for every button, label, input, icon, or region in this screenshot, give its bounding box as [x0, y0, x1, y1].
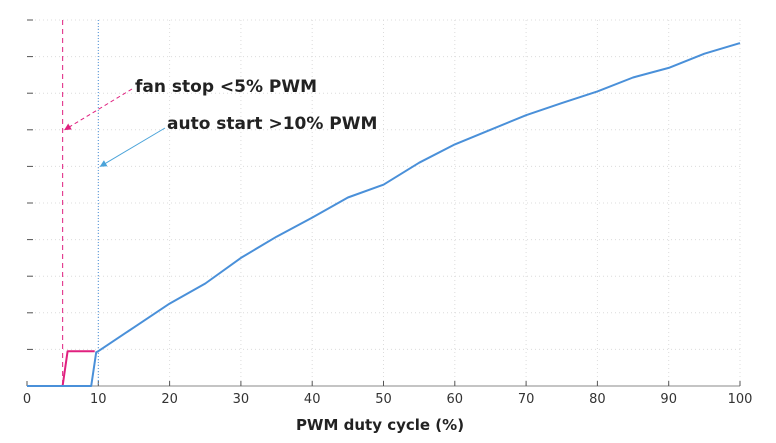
x-tick-label: 90 — [660, 392, 677, 407]
x-tick-label: 100 — [728, 392, 753, 407]
y-ticks — [27, 19, 33, 387]
auto-start-arrow — [99, 127, 166, 167]
axes: 0 10 20 30 40 50 60 70 80 90 100 — [23, 19, 753, 407]
grid — [27, 19, 741, 386]
x-tick-label: 50 — [375, 392, 392, 407]
x-ticks: 0 10 20 30 40 50 60 70 80 90 100 — [23, 381, 753, 407]
x-tick-label: 30 — [233, 392, 250, 407]
reference-lines — [62, 20, 99, 386]
fan-stop-arrow — [64, 88, 133, 131]
x-tick-label: 80 — [589, 392, 606, 407]
auto-start-annotation: auto start >10% PWM — [167, 114, 377, 134]
annotations: fan stop <5% PWM auto start >10% PWM — [64, 77, 377, 167]
x-tick-label: 20 — [161, 392, 178, 407]
series-line-1 — [27, 42, 741, 387]
series-layer — [27, 42, 741, 387]
x-tick-label: 10 — [90, 392, 107, 407]
series-line-0 — [27, 350, 95, 387]
x-tick-label: 60 — [447, 392, 464, 407]
fan-stop-annotation: fan stop <5% PWM — [135, 77, 317, 97]
x-tick-label: 70 — [518, 392, 535, 407]
x-axis-title: PWM duty cycle (%) — [296, 416, 464, 434]
x-tick-label: 0 — [23, 392, 31, 407]
x-tick-label: 40 — [304, 392, 321, 407]
